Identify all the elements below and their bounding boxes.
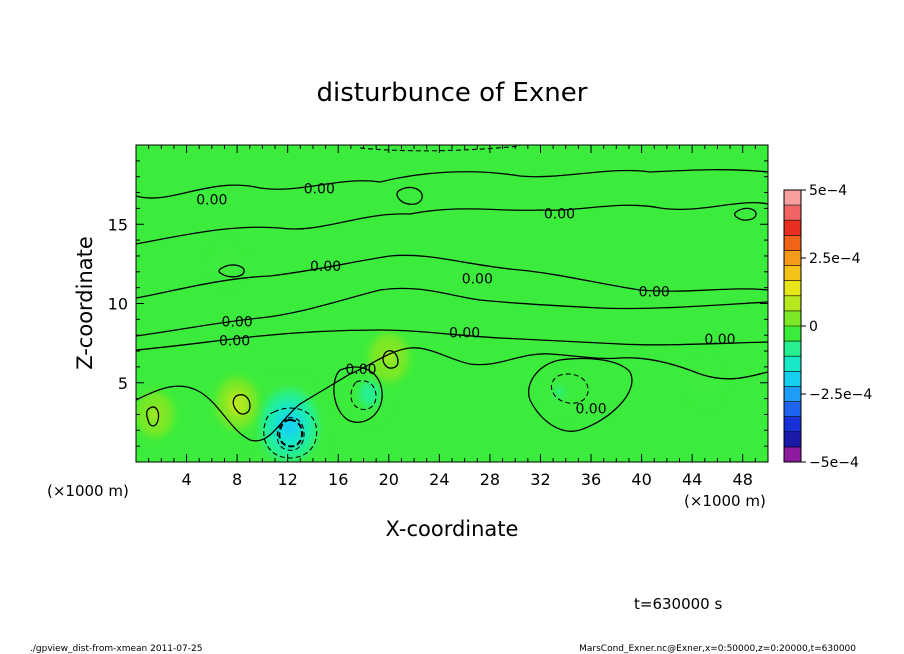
footer-right: MarsCond_Exner.nc@Exner,x=0:50000,z=0:20… <box>579 644 856 654</box>
zero-contour-lines <box>136 169 768 442</box>
x-tick-label: 8 <box>232 470 242 489</box>
negative-contour-line <box>263 407 318 459</box>
anomaly-region <box>212 244 244 284</box>
colorbar-label: −5e−4 <box>809 455 859 471</box>
negative-contour-line <box>359 145 521 152</box>
chart-title: disturbunce of Exner <box>317 78 588 108</box>
x-unit-right: (×1000 m) <box>684 492 766 510</box>
colorbar-swatch <box>784 190 801 206</box>
negative-contour-line <box>350 380 377 411</box>
y-tick-label: 15 <box>108 215 128 234</box>
x-tick-label: 48 <box>733 470 753 489</box>
colorbar-swatch <box>784 356 801 372</box>
zero-contour-line <box>382 350 399 369</box>
colorbar-label: −2.5e−4 <box>809 387 872 403</box>
anomaly-region <box>541 369 578 415</box>
y-tick-label: 10 <box>108 295 128 314</box>
plot-area: 0.00 0.00 0.00 0.00 0.00 0.00 0.00 0.00 0.00 0.00… <box>108 144 769 489</box>
contour-label: 0.00 <box>196 192 227 208</box>
anomaly-shade <box>383 351 394 364</box>
anomaly-shade <box>224 259 233 269</box>
zero-contour-line <box>528 357 633 432</box>
colorbar-swatch <box>784 235 801 251</box>
contour-labels: 0.00 0.00 0.00 0.00 0.00 0.00 0.00 0.00 0.00 0.00… <box>196 181 735 417</box>
x-tick-label: 36 <box>581 470 601 489</box>
y-axis-label: Z-coordinate <box>73 236 97 370</box>
anomaly-region <box>687 361 722 404</box>
colorbar-swatch <box>784 310 801 327</box>
contour-label: 0.00 <box>222 315 253 331</box>
zero-contour-line <box>136 201 768 245</box>
zero-contour-line <box>396 186 423 205</box>
x-tick-label: 28 <box>480 470 500 489</box>
negative-contour-line <box>550 373 589 404</box>
colorbar-swatch <box>784 280 801 297</box>
anomaly-shade <box>700 377 710 388</box>
zero-contour-line <box>146 406 160 427</box>
contour-label: 0.00 <box>639 284 670 300</box>
contour-label: 0.00 <box>219 334 250 350</box>
zero-contour-line <box>136 169 768 199</box>
footer-left: ./gpview_dist-from-xmean 2011-07-25 <box>30 644 202 654</box>
colorbar-swatch <box>784 386 801 403</box>
colorbar: 5e−4 2.5e−4 0 −2.5e−4 −5e−4 <box>783 183 872 471</box>
zero-contour-line <box>136 329 768 351</box>
zero-contour-line <box>734 207 757 221</box>
colorbar-label: 2.5e−4 <box>809 251 861 267</box>
zero-contour-line <box>218 264 245 278</box>
anomaly-region <box>136 392 174 437</box>
x-tick-label: 20 <box>379 470 399 489</box>
zero-contour-line <box>136 254 768 299</box>
colorbar-swatch <box>784 401 801 418</box>
zero-contour-line <box>333 366 383 423</box>
anomaly-shade <box>554 386 564 398</box>
x-tick-label: 16 <box>328 470 348 489</box>
x-tick-label: 24 <box>429 470 449 489</box>
anomaly-shade <box>150 408 160 421</box>
colorbar-swatch <box>784 341 801 357</box>
y-tick-label: 5 <box>118 374 128 393</box>
x-unit-left: (×1000 m) <box>47 482 129 500</box>
colorbar-swatch <box>784 371 801 387</box>
contour-label: 0.00 <box>704 332 735 348</box>
zero-contour-line <box>136 287 768 337</box>
negative-contour-lines <box>263 145 589 459</box>
contour-label: 0.00 <box>310 259 341 275</box>
x-tick-label: 44 <box>682 470 702 489</box>
contour-label: 0.00 <box>304 181 335 197</box>
strong-negative-contour-line <box>278 418 304 448</box>
colorbar-label: 0 <box>809 319 818 335</box>
colorbar-label: 5e−4 <box>809 183 847 199</box>
anomaly-shade <box>364 387 376 401</box>
colorbar-swatch <box>784 446 801 463</box>
contour-label: 0.00 <box>544 207 575 223</box>
time-label: t=630000 s <box>634 595 722 613</box>
x-tick-label: 32 <box>530 470 550 489</box>
colorbar-swatch <box>784 220 801 236</box>
x-axis-label: X-coordinate <box>386 517 519 541</box>
negative-contour-line <box>276 417 305 451</box>
colorbar-swatch <box>784 326 801 342</box>
colorbar-swatch <box>784 265 801 282</box>
colorbar-swatch <box>784 431 801 448</box>
contour-label: 0.00 <box>345 362 376 378</box>
colorbar-swatch <box>784 250 801 267</box>
zero-contour-line <box>232 394 251 415</box>
contour-label: 0.00 <box>462 272 493 288</box>
colorbar-swatch <box>784 416 801 433</box>
colorbar-swatch <box>784 205 801 221</box>
colorbar-swatch <box>784 295 801 312</box>
x-tick-label: 12 <box>278 470 298 489</box>
contour-label: 0.00 <box>449 326 480 342</box>
zero-contour-line <box>136 347 768 442</box>
x-tick-label: 40 <box>631 470 651 489</box>
x-tick-label: 4 <box>181 470 191 489</box>
anomaly-region <box>216 377 258 429</box>
contour-label: 0.00 <box>575 402 606 418</box>
